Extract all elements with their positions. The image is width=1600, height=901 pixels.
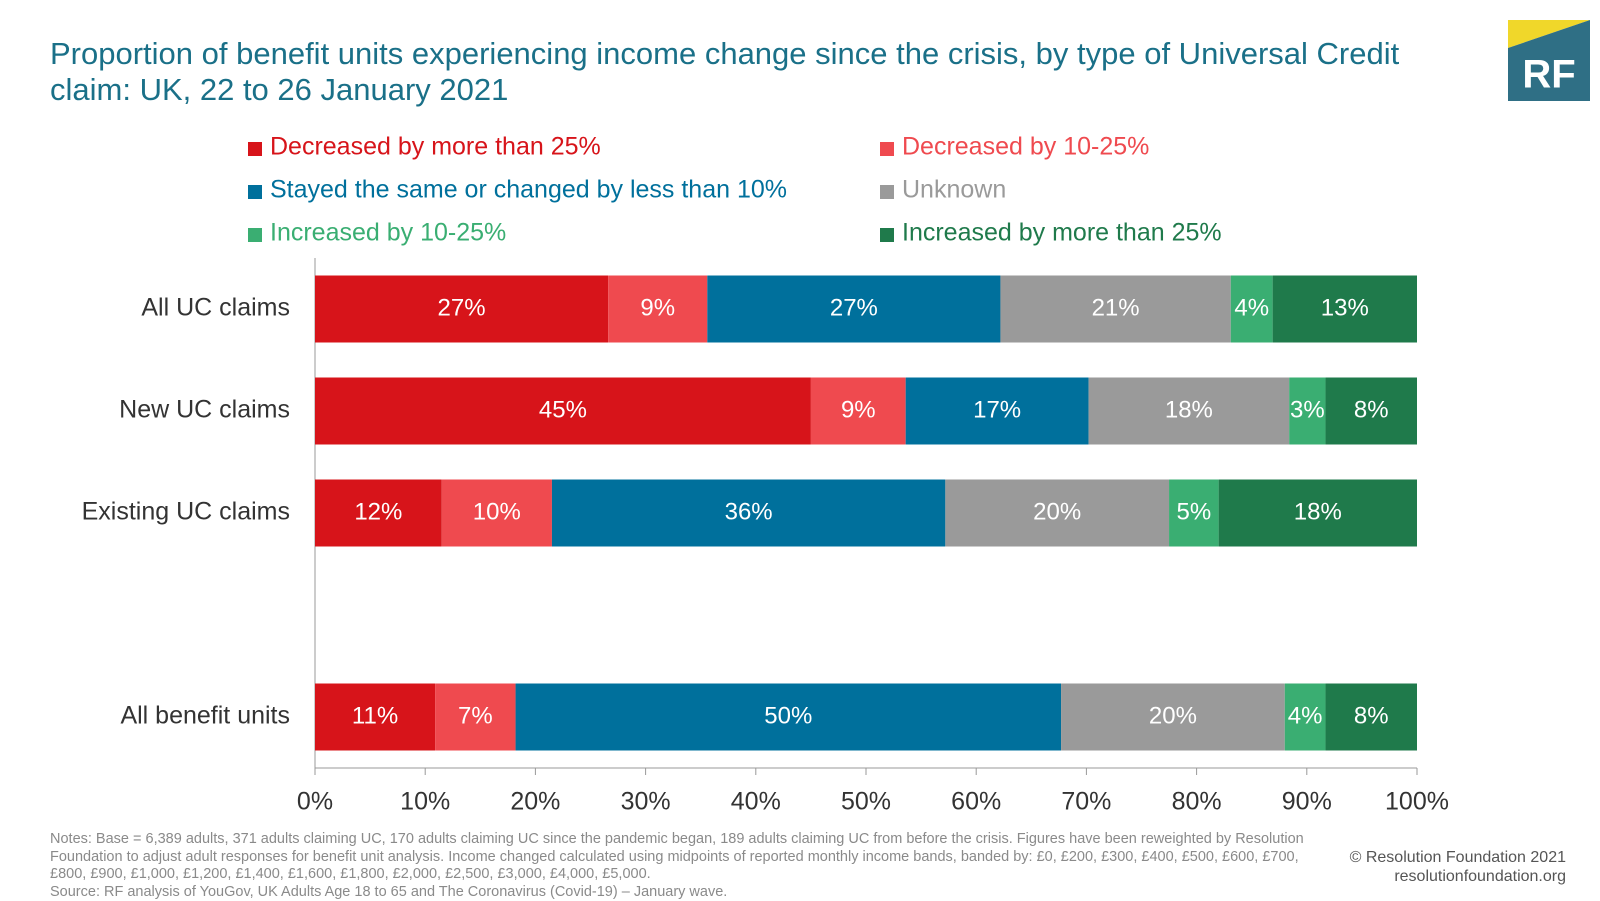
value-label: 8% <box>1354 396 1389 423</box>
chart: RF Decreased by more than 25% Decreased b… <box>0 0 1600 830</box>
x-tick-label: 70% <box>1061 788 1111 816</box>
legend-swatch <box>880 185 894 199</box>
value-label: 4% <box>1234 294 1269 321</box>
legend-swatch <box>248 142 262 156</box>
value-label: 7% <box>458 702 493 729</box>
y-tick-label: All UC claims <box>141 294 290 322</box>
value-label: 36% <box>725 498 773 525</box>
value-label: 18% <box>1294 498 1342 525</box>
legend-label: Stayed the same or changed by less than … <box>270 176 787 204</box>
value-label: 11% <box>352 702 398 729</box>
x-tick-label: 20% <box>510 788 560 816</box>
value-label: 13% <box>1321 294 1369 321</box>
legend-label: Unknown <box>902 176 1006 204</box>
credit: © Resolution Foundation 2021 resolutionf… <box>1350 848 1566 886</box>
value-label: 21% <box>1092 294 1140 321</box>
x-tick-label: 90% <box>1282 788 1332 816</box>
x-tick-label: 10% <box>400 788 450 816</box>
value-label: 4% <box>1288 702 1323 729</box>
legend-swatch <box>248 185 262 199</box>
value-label: 10% <box>473 498 521 525</box>
value-label: 20% <box>1149 702 1197 729</box>
legend-label: Increased by more than 25% <box>902 219 1222 247</box>
logo-text: RF <box>1522 53 1575 97</box>
x-tick-label: 80% <box>1172 788 1222 816</box>
value-label: 45% <box>539 396 587 423</box>
value-label: 9% <box>640 294 675 321</box>
legend-label: Increased by 10-25% <box>270 219 506 247</box>
x-tick-label: 0% <box>297 788 333 816</box>
value-label: 50% <box>764 702 812 729</box>
legend-swatch <box>880 142 894 156</box>
value-label: 9% <box>841 396 876 423</box>
x-tick-label: 60% <box>951 788 1001 816</box>
x-tick-label: 30% <box>621 788 671 816</box>
x-tick-label: 50% <box>841 788 891 816</box>
value-label: 18% <box>1165 396 1213 423</box>
x-tick-label: 100% <box>1385 788 1449 816</box>
value-label: 20% <box>1033 498 1081 525</box>
value-label: 27% <box>830 294 878 321</box>
value-label: 17% <box>973 396 1021 423</box>
y-tick-label: New UC claims <box>119 396 290 424</box>
copyright: © Resolution Foundation 2021 <box>1350 848 1566 867</box>
value-label: 12% <box>354 498 402 525</box>
value-label: 5% <box>1177 498 1212 525</box>
value-label: 27% <box>438 294 486 321</box>
website: resolutionfoundation.org <box>1350 867 1566 886</box>
legend-swatch <box>248 228 262 242</box>
source-text: Source: RF analysis of YouGov, UK Adults… <box>50 884 1320 901</box>
notes-text: Notes: Base = 6,389 adults, 371 adults c… <box>50 831 1320 884</box>
value-label: 3% <box>1290 396 1325 423</box>
y-tick-label: All benefit units <box>120 702 290 730</box>
x-tick-label: 40% <box>731 788 781 816</box>
y-tick-label: Existing UC claims <box>82 498 290 526</box>
legend-swatch <box>880 228 894 242</box>
legend-label: Decreased by more than 25% <box>270 133 601 161</box>
legend-label: Decreased by 10-25% <box>902 133 1149 161</box>
notes: Notes: Base = 6,389 adults, 371 adults c… <box>50 831 1320 901</box>
value-label: 8% <box>1354 702 1389 729</box>
